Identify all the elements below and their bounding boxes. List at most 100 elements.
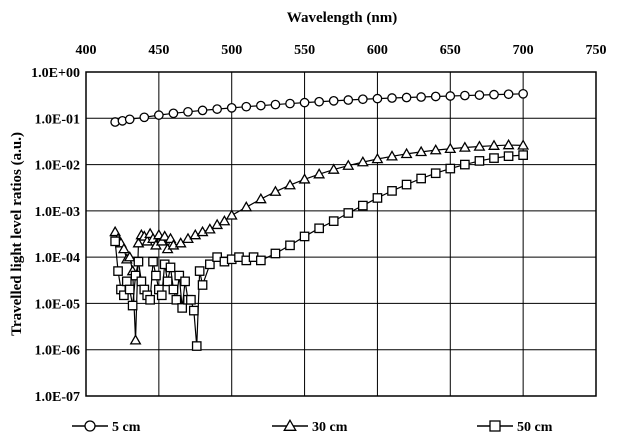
series-triangle [109, 138, 530, 345]
x-tick-label: 400 [76, 43, 97, 58]
x-tick-labels: 400 450 500 550 600 650 700 750 [76, 43, 607, 58]
data-point [269, 185, 282, 196]
data-point [165, 262, 176, 273]
y-tick-label: 1.0E-06 [35, 344, 81, 359]
x-tick-label: 450 [148, 43, 169, 58]
data-point [218, 214, 231, 226]
data-point [194, 266, 205, 276]
data-point [488, 139, 500, 150]
data-point [460, 90, 470, 101]
y-axis-title: Travelled light level ratios (a.u.) [9, 132, 25, 336]
data-point [474, 156, 485, 166]
data-point [183, 106, 193, 117]
data-point [489, 153, 499, 163]
data-point [177, 303, 188, 313]
legend-marker [489, 420, 501, 432]
data-point [474, 90, 485, 100]
data-point [502, 138, 515, 150]
data-point [186, 294, 196, 305]
data-point [158, 230, 171, 241]
legend: 5 cm 30 cm 50 cm [72, 418, 553, 435]
series-circle [110, 88, 528, 127]
series-square [110, 150, 528, 351]
data-point [299, 97, 310, 108]
data-point [212, 104, 222, 114]
x-tick-label: 650 [440, 43, 461, 58]
data-point [299, 231, 310, 242]
data-point [372, 93, 383, 104]
data-point [117, 242, 130, 254]
data-point [401, 92, 412, 103]
data-point [151, 270, 161, 281]
data-point [256, 100, 266, 111]
gridlines [86, 72, 596, 396]
data-point [416, 92, 426, 102]
y-tick-label: 1.0E-03 [35, 205, 81, 220]
data-point [168, 108, 179, 119]
data-point [517, 139, 530, 150]
data-point [174, 270, 185, 281]
data-point [133, 256, 144, 267]
data-point [129, 334, 142, 345]
data-point [401, 179, 412, 190]
data-point [473, 140, 486, 151]
x-tick-label: 700 [513, 43, 534, 58]
legend-marker [283, 418, 297, 431]
data-point [156, 290, 167, 301]
data-point [110, 236, 120, 247]
data-point [285, 240, 295, 251]
data-point [139, 112, 150, 123]
y-tick-label: 1.0E-04 [35, 251, 81, 266]
data-point [127, 300, 138, 311]
data-point [191, 341, 202, 351]
data-point [270, 99, 281, 110]
data-point [400, 147, 413, 159]
data-point [270, 248, 281, 259]
y-tick-labels: 1.0E+00 1.0E-01 1.0E-02 1.0E-03 1.0E-04 1.0E-… [31, 66, 80, 405]
data-point [387, 186, 397, 196]
data-point [119, 290, 129, 301]
data-point [148, 256, 158, 267]
data-point [113, 266, 123, 276]
data-point [285, 98, 295, 109]
data-point [136, 276, 147, 287]
data-point [313, 168, 326, 179]
data-point [460, 159, 470, 170]
data-point [358, 94, 368, 105]
x-tick-label: 500 [221, 43, 242, 58]
y-tick-label: 1.0E-01 [35, 112, 81, 127]
data-point [416, 173, 426, 184]
x-tick-label: 550 [294, 43, 315, 58]
data-point [371, 152, 384, 164]
data-point [445, 91, 456, 101]
data-point [168, 284, 179, 295]
data-point [132, 237, 145, 248]
data-point [188, 305, 199, 316]
data-point [145, 294, 155, 305]
data-point [284, 178, 296, 190]
data-point [197, 280, 208, 290]
x-tick-label: 600 [367, 43, 388, 58]
y-tick-label: 1.0E+00 [31, 66, 80, 81]
data-point [444, 142, 457, 153]
data-point [256, 255, 266, 266]
data-point [121, 276, 132, 287]
data-point [372, 193, 383, 203]
series-line [114, 154, 524, 347]
legend-label: 30 cm [312, 420, 348, 435]
data-point [314, 223, 324, 234]
data-point [123, 251, 136, 262]
data-point [386, 150, 398, 161]
data-point [124, 284, 135, 295]
data-point [241, 101, 252, 112]
data-point [518, 150, 528, 160]
data-point [205, 259, 215, 270]
data-point [298, 173, 311, 184]
data-point [429, 144, 442, 155]
data-point [387, 93, 397, 103]
data-point [503, 89, 514, 100]
data-point [328, 216, 339, 226]
data-point [343, 95, 354, 105]
data-point [171, 294, 182, 305]
